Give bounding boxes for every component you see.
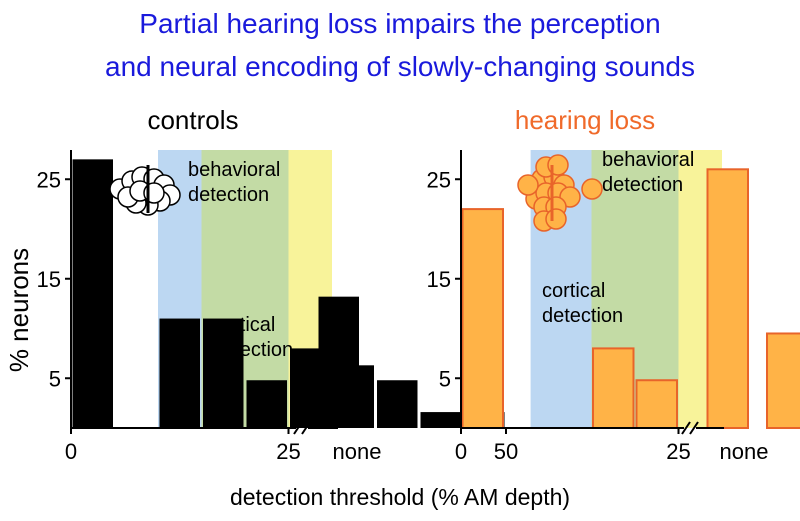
histogram-bar-none (318, 296, 359, 428)
axis-break-mark (689, 421, 699, 435)
behavioral-label: behavioral (188, 159, 280, 181)
behavioral-label: behavioral (602, 149, 694, 171)
histogram-bar (635, 379, 678, 429)
chart-panel-2: 5 15 25 0 25 50 none hearing loss behavioral dete… (427, 105, 800, 464)
cortical-label: cortical (542, 280, 605, 302)
histogram-bar (461, 208, 504, 429)
axis-break-mark (293, 421, 303, 435)
histogram-bar (203, 318, 244, 428)
panel-title: hearing loss (515, 105, 655, 135)
x-tick-label-none: none (333, 439, 382, 464)
cortical-label: detection (542, 305, 623, 327)
behavioral-marker-cluster (109, 165, 181, 216)
behavioral-marker-cluster (517, 154, 603, 232)
figure-title-line1: Partial hearing loss impairs the percept… (139, 8, 660, 39)
y-tick-label: 5 (439, 366, 451, 391)
cortical-label: detection (212, 339, 293, 361)
histogram-bar (159, 318, 200, 428)
marker-circle (581, 178, 603, 200)
x-tick-label-none: none (720, 439, 769, 464)
histogram-bar (377, 380, 418, 428)
y-tick-label: 25 (37, 167, 61, 192)
y-tick-label: 15 (37, 267, 61, 292)
histogram-bar (592, 347, 635, 429)
behavioral-label: detection (602, 174, 683, 196)
x-tick-label: 0 (65, 439, 77, 464)
axis-break-mark (681, 421, 691, 435)
cortical-label: cortical (212, 314, 275, 336)
y-tick-label: 5 (49, 366, 61, 391)
histogram-bar (420, 412, 461, 428)
y-tick-label: 25 (427, 167, 451, 192)
x-tick-label: 0 (455, 439, 467, 464)
y-axis-label: % neurons (4, 248, 34, 372)
behavioral-label: detection (188, 184, 269, 206)
marker-circle (517, 174, 539, 196)
figure-title-line2: and neural encoding of slowly-changing s… (105, 51, 695, 82)
x-axis-label: detection threshold (% AM depth) (230, 484, 570, 510)
x-tick-label: 25 (276, 439, 300, 464)
histogram-bar (246, 380, 287, 428)
axis-break-mark (301, 421, 311, 435)
marker-circle (545, 208, 567, 230)
panel-title: controls (147, 105, 238, 135)
histogram-bar (766, 332, 800, 430)
x-tick-label: 25 (666, 439, 690, 464)
y-tick-label: 15 (427, 267, 451, 292)
histogram-bar (72, 159, 113, 428)
x-tick-label: 50 (494, 439, 518, 464)
histogram-bar-none (706, 168, 749, 430)
